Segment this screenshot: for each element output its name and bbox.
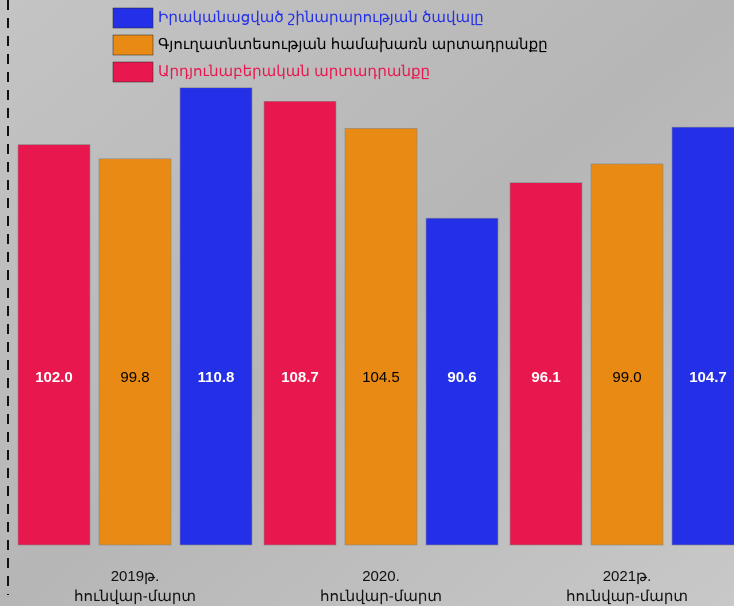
value-label: 104.7 (689, 369, 727, 386)
legend-swatch (112, 61, 154, 83)
legend-label: Իրականացված շինարարության ծավալը (158, 9, 484, 26)
bar (344, 128, 418, 546)
x-tick-label: հունվար-մարտ (320, 588, 442, 605)
value-label: 110.8 (198, 369, 235, 386)
x-tick-label: հունվար-մարտ (74, 588, 196, 605)
bar (671, 126, 734, 546)
bar (17, 144, 91, 546)
x-tick-label: հունվար-մարտ (566, 588, 688, 605)
value-label: 102.0 (35, 369, 73, 386)
bar (263, 101, 337, 546)
legend-swatch (112, 34, 154, 56)
value-label: 104.5 (362, 369, 400, 386)
legend-label: Գյուղատնտեսության համախառն արտադրանքը (158, 36, 548, 53)
legend-label: Արդյունաբերական արտադրանքը (158, 63, 430, 80)
bar (509, 182, 583, 546)
bar (590, 163, 664, 546)
legend-swatch (112, 7, 154, 29)
bar (98, 158, 172, 546)
value-label: 90.6 (447, 369, 476, 386)
x-tick-label: 2020. (362, 568, 400, 585)
x-tick-label: 2021թ. (603, 568, 652, 585)
x-tick-label: 2019թ. (111, 568, 160, 585)
bar (425, 217, 499, 546)
value-label: 99.8 (120, 369, 149, 386)
value-label: 96.1 (531, 369, 560, 386)
value-label: 108.7 (281, 369, 319, 386)
value-label: 99.0 (612, 369, 641, 386)
bar (179, 87, 253, 546)
